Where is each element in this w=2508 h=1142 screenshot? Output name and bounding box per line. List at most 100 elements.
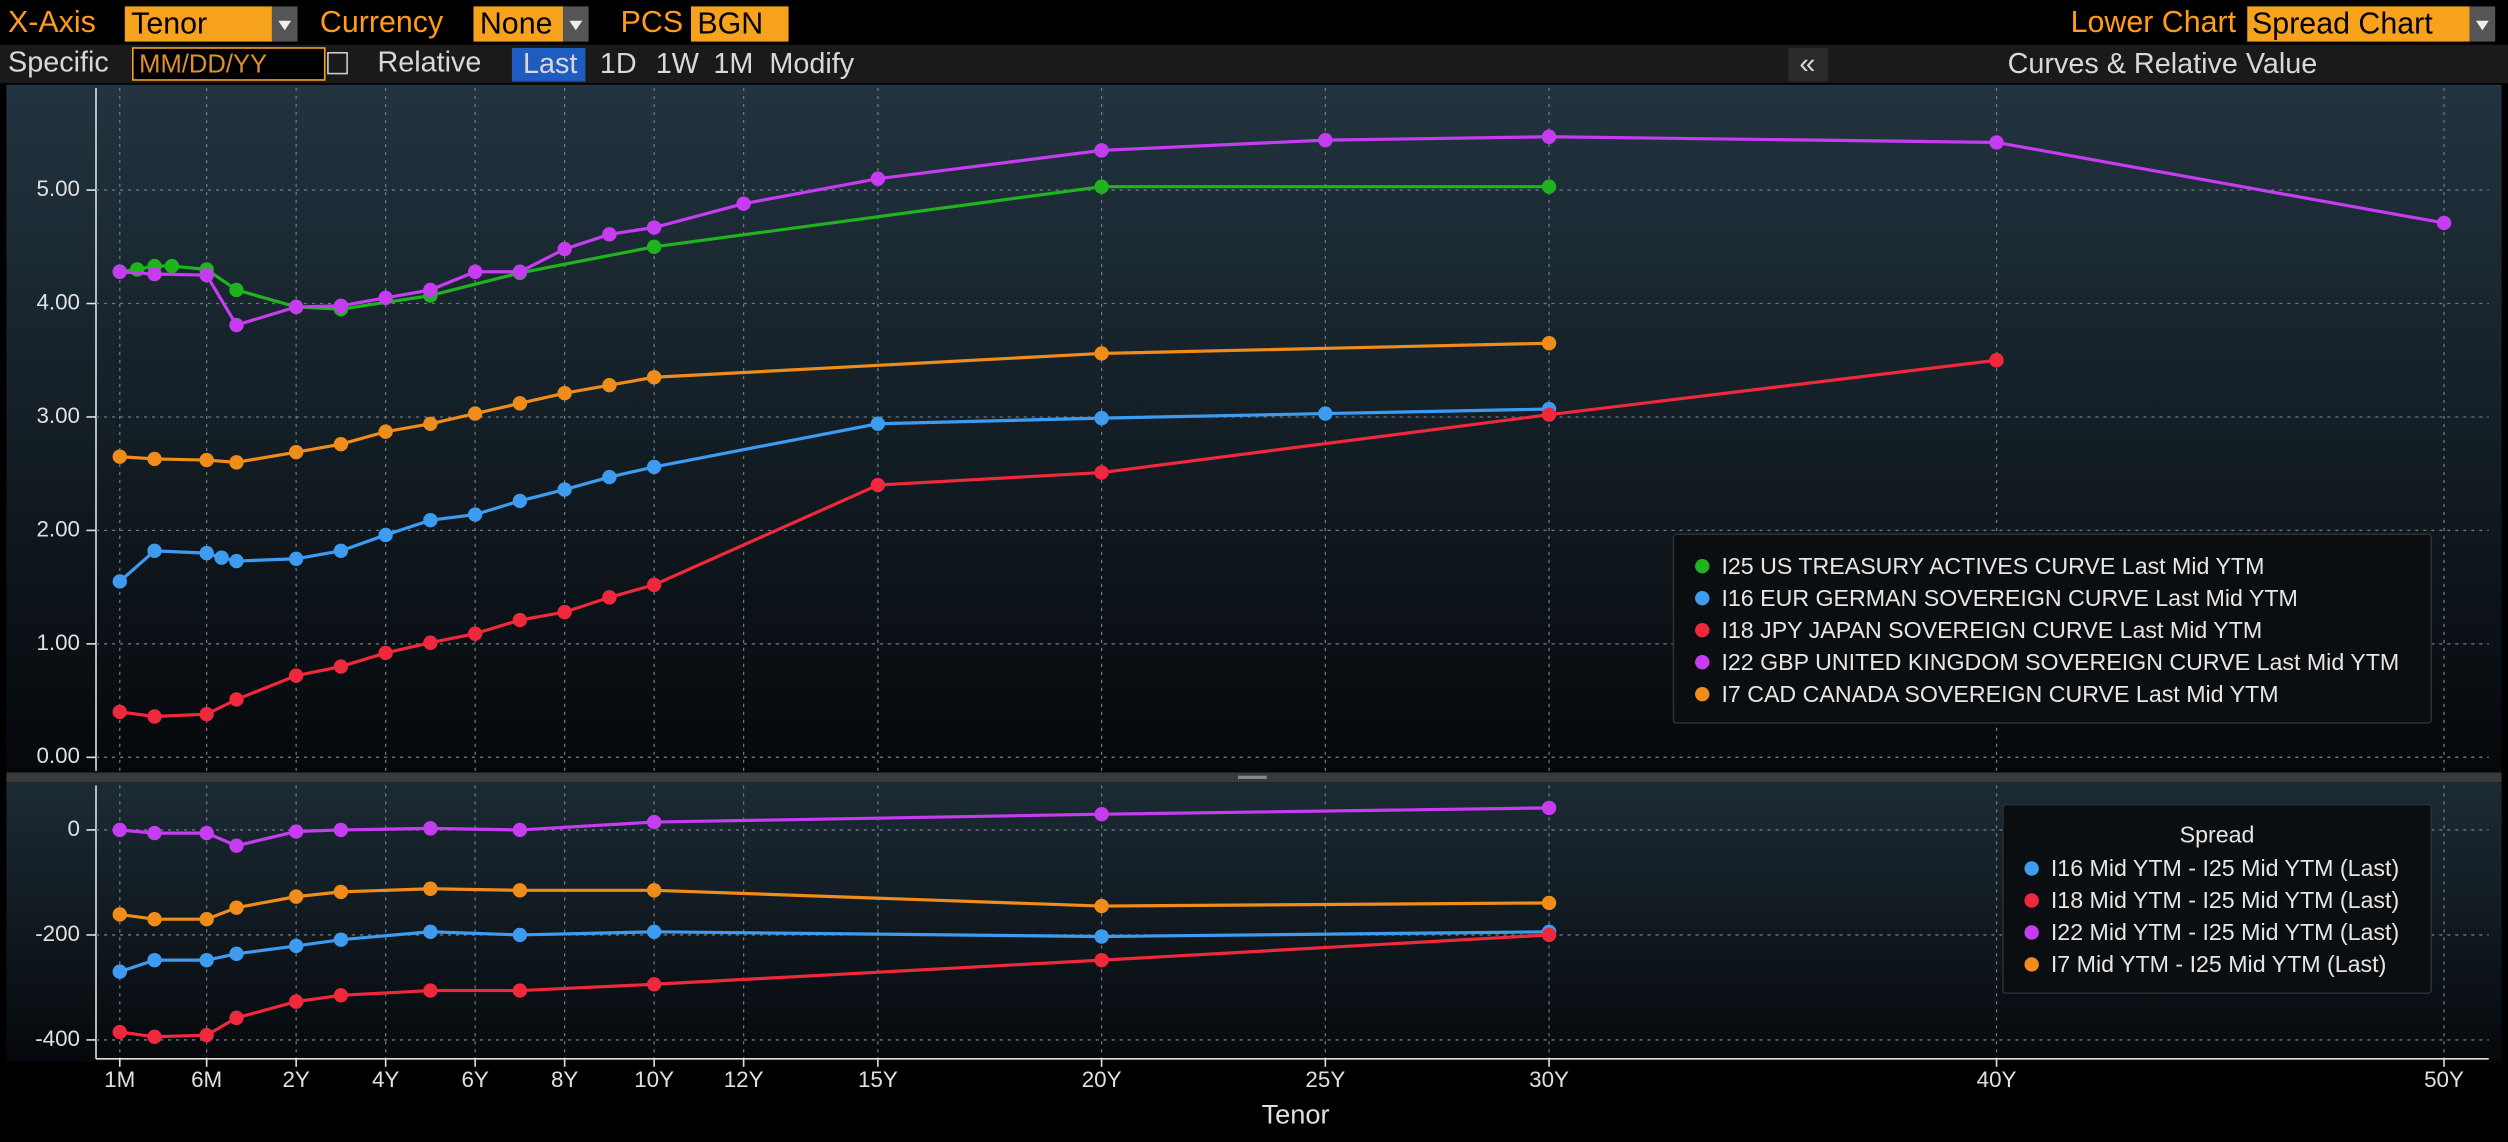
data-point	[557, 482, 572, 497]
data-point	[646, 239, 662, 254]
data-point	[112, 264, 127, 279]
data-point	[1541, 407, 1557, 422]
data-point	[147, 911, 162, 927]
data-point	[1541, 895, 1557, 911]
data-point	[1541, 129, 1557, 144]
data-point	[288, 824, 304, 839]
y-tick-label: 0.00	[36, 743, 80, 768]
data-point	[333, 932, 349, 947]
data-point	[1094, 346, 1109, 361]
x-tick-label: 20Y	[1082, 1067, 1122, 1092]
label: X-Axis	[8, 5, 96, 39]
calendar-icon[interactable]	[327, 51, 348, 75]
x-tick-label: 15Y	[858, 1067, 898, 1092]
x-tick-label: 2Y	[282, 1067, 309, 1092]
data-point	[512, 612, 528, 628]
legend-marker	[2024, 893, 2039, 908]
data-point	[512, 493, 528, 509]
legend-label: I18 Mid YTM - I25 Mid YTM (Last)	[2051, 887, 2399, 913]
x-tick-label: 1M	[104, 1067, 135, 1092]
dropdown-value: None	[480, 7, 553, 41]
data-point	[229, 553, 244, 569]
data-point	[229, 692, 244, 707]
date-input[interactable]	[131, 47, 326, 81]
data-point	[1989, 353, 2004, 368]
collapse-button[interactable]	[1788, 47, 1829, 82]
legend-label: I18 JPY JAPAN SOVEREIGN CURVE Last Mid Y…	[1721, 617, 2262, 643]
data-point	[288, 444, 304, 460]
data-point	[1094, 807, 1109, 822]
data-point	[467, 264, 483, 279]
modify-button[interactable]: Modify	[769, 48, 854, 80]
data-point	[378, 645, 393, 661]
x-tick-label: 30Y	[1529, 1067, 1569, 1092]
period-button[interactable]: 1W	[656, 48, 700, 80]
arrow-icon	[2475, 20, 2489, 31]
x-tick-label: 4Y	[372, 1067, 399, 1092]
legend: I25 US TREASURY ACTIVES CURVE Last Mid Y…	[1672, 533, 2432, 724]
data-point	[467, 507, 483, 522]
data-point	[333, 437, 349, 452]
legend-marker	[1695, 622, 1710, 638]
data-point	[199, 911, 214, 927]
data-point	[1094, 179, 1109, 194]
period-button[interactable]: 1D	[600, 48, 637, 80]
data-point	[512, 883, 528, 898]
legend-marker	[1695, 559, 1710, 574]
panel-title: Curves & Relative Value	[2008, 48, 2318, 80]
data-point	[199, 952, 214, 968]
data-point	[333, 988, 349, 1003]
toolbar	[0, 44, 2508, 84]
data-point	[602, 590, 617, 605]
data-point	[288, 994, 304, 1009]
data-point	[199, 1028, 214, 1043]
data-point	[1318, 406, 1333, 421]
x-tick-label: 40Y	[1977, 1067, 2017, 1092]
dropdown[interactable]	[473, 6, 564, 42]
data-point	[512, 983, 528, 998]
data-point	[423, 881, 438, 896]
label: Specific	[8, 47, 109, 79]
data-point	[646, 220, 662, 235]
data-point	[164, 258, 180, 274]
data-point	[333, 543, 349, 559]
data-point	[147, 1029, 162, 1044]
data-point	[1094, 898, 1109, 914]
dropdown[interactable]	[2247, 6, 2470, 42]
data-point	[736, 196, 751, 211]
data-point	[512, 396, 528, 411]
data-point	[467, 406, 483, 421]
period-button[interactable]: Last	[523, 48, 577, 80]
x-tick-label: 50Y	[2424, 1067, 2464, 1092]
data-point	[378, 290, 393, 306]
period-button[interactable]: 1M	[713, 48, 753, 80]
data-point	[288, 889, 304, 904]
data-point	[147, 451, 162, 467]
data-point	[1541, 336, 1557, 351]
data-point	[646, 924, 662, 939]
x-tick-label: 8Y	[551, 1067, 578, 1092]
data-point	[2436, 215, 2452, 231]
data-point	[557, 241, 572, 257]
arrow-icon	[569, 20, 583, 31]
data-point	[112, 964, 127, 979]
data-point	[467, 626, 483, 641]
legend-marker	[1695, 686, 1710, 702]
y-tick-label: 1.00	[36, 630, 80, 655]
data-point	[147, 825, 162, 841]
data-point	[229, 282, 244, 298]
label: Currency	[320, 5, 444, 39]
legend-label: I22 GBP UNITED KINGDOM SOVEREIGN CURVE L…	[1721, 649, 2399, 675]
period-selected[interactable]	[511, 47, 586, 82]
dropdown[interactable]	[124, 6, 272, 42]
input[interactable]	[690, 6, 789, 42]
legend-marker	[1695, 654, 1710, 670]
x-axis-title: Tenor	[1262, 1099, 1330, 1130]
data-point	[1541, 800, 1557, 816]
series-line	[119, 135, 2445, 327]
data-point	[229, 455, 244, 470]
dropdown-value: Tenor	[131, 7, 207, 41]
data-point	[333, 884, 349, 900]
legend-label: I25 US TREASURY ACTIVES CURVE Last Mid Y…	[1721, 553, 2264, 579]
data-point	[870, 416, 886, 431]
